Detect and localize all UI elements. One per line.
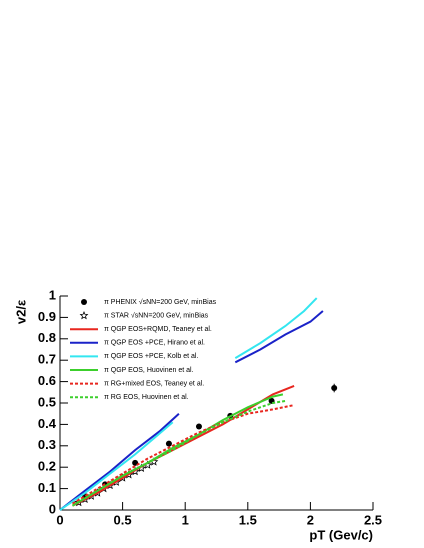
- legend-label: π QGP EOS, Huovinen et al.: [104, 367, 194, 374]
- series-line: [71, 393, 284, 507]
- y-tick-label: 0.6: [38, 373, 56, 388]
- x-tick-label: 1: [182, 512, 189, 527]
- legend-label: π PHENIX √sNN=200 GeV, minBias: [104, 298, 217, 306]
- x-axis-label: pT (Gev/c): [309, 527, 373, 542]
- data-point: [195, 423, 202, 430]
- series-line: [59, 310, 324, 511]
- y-tick-label: 0.9: [38, 309, 56, 324]
- x-tick-label: 0.5: [114, 512, 132, 527]
- y-tick-label: 0.4: [38, 416, 57, 431]
- legend-label: π QGP EOS +PCE, Hirano et al.: [104, 340, 205, 347]
- legend-symbol: [81, 299, 87, 305]
- y-tick-label: 0.2: [38, 459, 56, 474]
- y-tick-label: 0.7: [38, 352, 56, 367]
- y-tick-label: 1: [49, 287, 56, 302]
- legend-label: π STAR √sNN=200 GeV, minBias: [104, 311, 209, 319]
- y-tick-label: 0.5: [38, 394, 56, 409]
- series-line: [72, 384, 295, 507]
- legend-label: π RG EOS, Huovinen et al.: [104, 394, 189, 401]
- data-point: [331, 385, 338, 392]
- x-tick-label: 2.5: [364, 512, 382, 527]
- y-axis-label: v2/ε: [13, 300, 28, 324]
- legend-label: π QGP EOS+RQMD, Teaney et al.: [104, 326, 212, 333]
- legend-label: π RG+mixed EOS, Teaney et al.: [104, 380, 204, 387]
- series-line: [71, 404, 295, 505]
- legend-label: π QGP EOS +PCE, Kolb et al.: [104, 353, 198, 360]
- x-tick-label: 2: [307, 512, 314, 527]
- data-point: [165, 440, 172, 447]
- legend-symbol: [79, 310, 89, 320]
- series-line: [59, 297, 318, 511]
- series-line: [71, 399, 286, 507]
- y-tick-label: 0: [49, 501, 56, 516]
- y-tick-label: 0.8: [38, 330, 56, 345]
- y-tick-label: 0.1: [38, 480, 56, 495]
- y-tick-label: 0.3: [38, 437, 56, 452]
- x-tick-label: 1.5: [239, 512, 257, 527]
- x-tick-label: 0: [56, 512, 63, 527]
